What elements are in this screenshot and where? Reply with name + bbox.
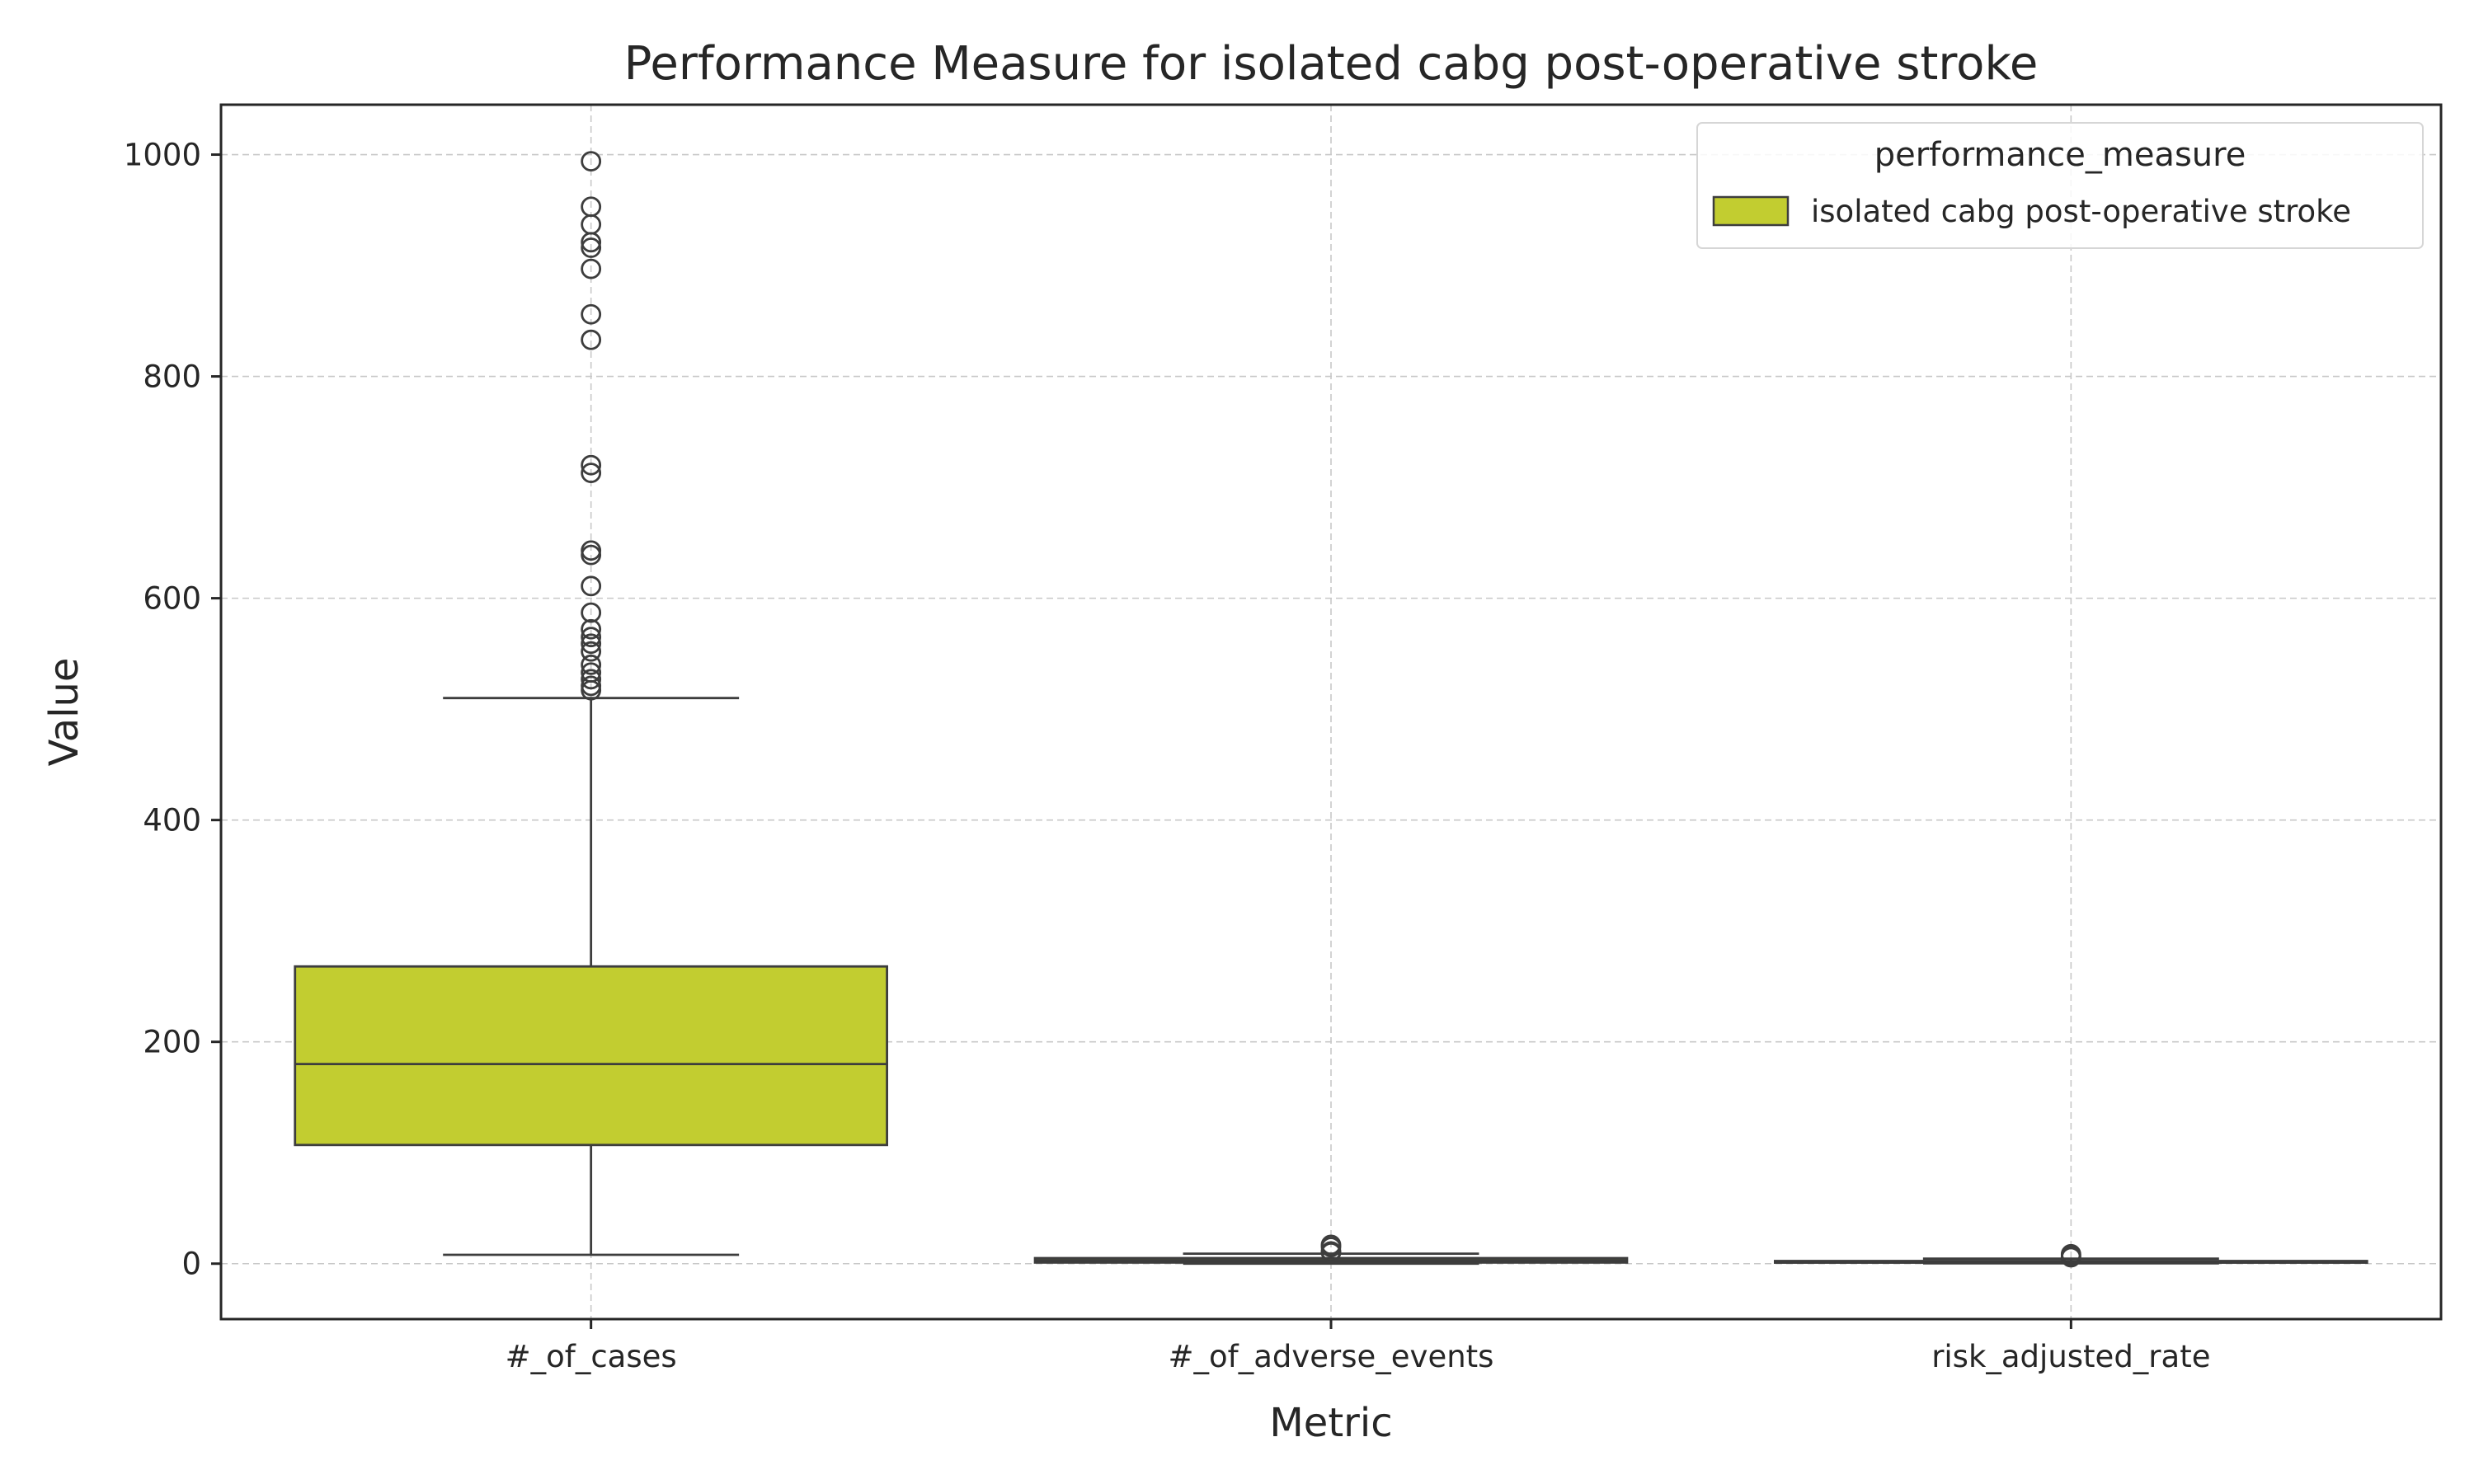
iqr-box	[294, 965, 888, 1147]
outlier-point	[581, 627, 602, 648]
box-risk-adjusted-rate	[1773, 1243, 2368, 1268]
box-series	[294, 151, 2368, 1268]
outlier-point	[581, 602, 602, 623]
outlier-point	[2060, 1247, 2081, 1268]
outlier-point	[581, 544, 602, 566]
outlier-point	[581, 463, 602, 484]
legend-entry-label: isolated cabg post-operative stroke	[1811, 194, 2351, 229]
x-tick-label: risk_adjusted_rate	[1931, 1339, 2210, 1374]
legend-frame	[1696, 122, 2424, 249]
outlier-point	[581, 669, 602, 690]
y-tick-label: 0	[181, 1247, 201, 1282]
x-tick-label: #_of_cases	[506, 1339, 677, 1374]
outlier-point	[581, 654, 602, 675]
outlier-point	[581, 633, 602, 655]
x-tick-label: #_of_adverse_events	[1169, 1339, 1494, 1374]
y-tick-label: 600	[143, 581, 201, 617]
y-axis-title: Value	[41, 658, 87, 767]
outlier-point	[581, 237, 602, 258]
legend-swatch	[1712, 195, 1790, 227]
outlier-point	[581, 618, 602, 640]
chart-title: Performance Measure for isolated cabg po…	[624, 37, 2039, 91]
outlier-point	[581, 679, 602, 701]
outlier-point	[1320, 1242, 1342, 1263]
x-axis-title: Metric	[1269, 1400, 1392, 1446]
outlier-point	[581, 303, 602, 325]
outlier-point	[581, 329, 602, 350]
outlier-point	[581, 454, 602, 476]
y-tick-label: 200	[143, 1025, 201, 1060]
box-of-cases	[294, 151, 888, 1256]
legend-title: performance_measure	[1874, 136, 2246, 174]
axis-ticks: 0 200 400 600 800 1000 #_of_cases #_of_adverse_…	[124, 138, 2211, 1374]
y-tick-label: 1000	[124, 138, 201, 173]
outlier-point	[581, 641, 602, 662]
outlier-point	[581, 232, 602, 253]
y-tick-label: 400	[143, 803, 201, 838]
outlier-point	[581, 151, 602, 172]
box-of-adverse-events	[1033, 1234, 1629, 1266]
y-tick-label: 800	[143, 359, 201, 395]
legend: performance_measure isolated cabg post-o…	[1696, 122, 2424, 249]
outlier-point	[581, 575, 602, 597]
outlier-point	[581, 258, 602, 279]
